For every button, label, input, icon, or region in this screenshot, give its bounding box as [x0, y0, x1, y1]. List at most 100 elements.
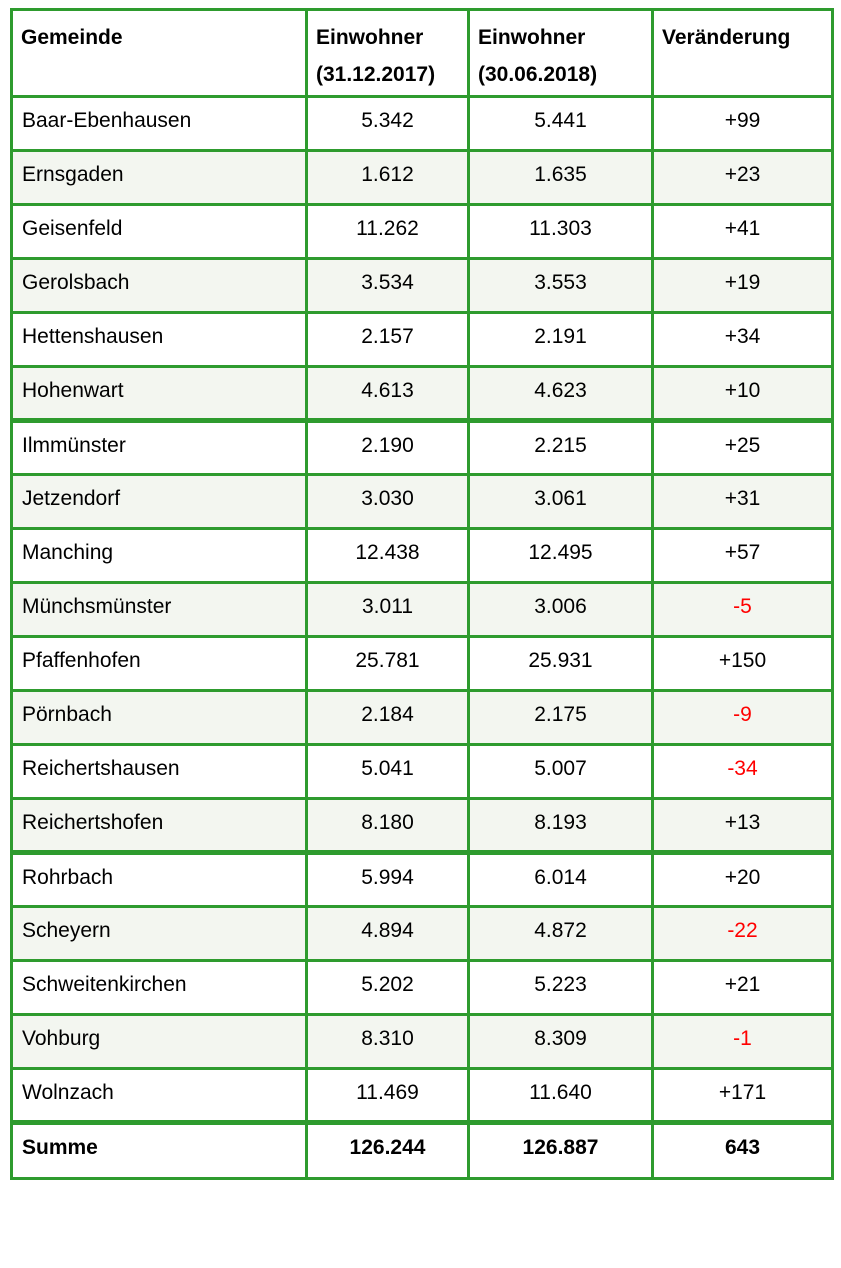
cell-gemeinde: Ilmmünster	[10, 418, 308, 476]
header-row: Gemeinde Einwohner (31.12.2017) Einwohne…	[10, 8, 834, 98]
cell-gemeinde: Reichertshofen	[10, 797, 308, 854]
cell-gemeinde: Pfaffenhofen	[10, 635, 308, 692]
population-table: Gemeinde Einwohner (31.12.2017) Einwohne…	[10, 8, 834, 1180]
cell-pop-2018: 8.309	[467, 1013, 654, 1070]
cell-pop-2017: 11.469	[305, 1067, 470, 1124]
table-row: Geisenfeld 11.262 11.303 +41	[10, 203, 834, 260]
table-row: Pfaffenhofen 25.781 25.931 +150	[10, 635, 834, 692]
cell-pop-2018: 3.061	[467, 473, 654, 530]
cell-pop-2017: 2.157	[305, 311, 470, 368]
cell-pop-2017: 3.011	[305, 581, 470, 638]
cell-gemeinde: Hettenshausen	[10, 311, 308, 368]
cell-gemeinde: Wolnzach	[10, 1067, 308, 1124]
cell-pop-2018: 5.223	[467, 959, 654, 1016]
cell-pop-2017: 3.534	[305, 257, 470, 314]
cell-change: -34	[651, 743, 834, 800]
total-change: 643	[651, 1120, 834, 1180]
cell-pop-2017: 11.262	[305, 203, 470, 260]
header-label: Veränderung	[662, 26, 791, 49]
cell-change: +150	[651, 635, 834, 692]
header-einwohner-2017: Einwohner (31.12.2017)	[305, 8, 470, 98]
cell-change: +41	[651, 203, 834, 260]
table-row: Reichertshausen 5.041 5.007 -34	[10, 743, 834, 800]
cell-pop-2017: 25.781	[305, 635, 470, 692]
cell-pop-2017: 8.310	[305, 1013, 470, 1070]
cell-change: -1	[651, 1013, 834, 1070]
cell-pop-2017: 3.030	[305, 473, 470, 530]
cell-pop-2018: 3.006	[467, 581, 654, 638]
cell-change: +13	[651, 797, 834, 854]
cell-change: +21	[651, 959, 834, 1016]
table-row: Baar-Ebenhausen 5.342 5.441 +99	[10, 95, 834, 152]
header-einwohner-2018: Einwohner (30.06.2018)	[467, 8, 654, 98]
cell-change: -9	[651, 689, 834, 746]
table-header: Gemeinde Einwohner (31.12.2017) Einwohne…	[10, 8, 834, 98]
cell-pop-2018: 25.931	[467, 635, 654, 692]
cell-change: +10	[651, 365, 834, 422]
cell-pop-2017: 4.894	[305, 905, 470, 962]
table-row: Hettenshausen 2.157 2.191 +34	[10, 311, 834, 368]
table-row: Pörnbach 2.184 2.175 -9	[10, 689, 834, 746]
table-row: Ernsgaden 1.612 1.635 +23	[10, 149, 834, 206]
table-body: Baar-Ebenhausen 5.342 5.441 +99 Ernsgade…	[10, 95, 834, 1124]
table-row: Reichertshofen 8.180 8.193 +13	[10, 797, 834, 854]
header-veraenderung: Veränderung	[651, 8, 834, 98]
header-sublabel: (31.12.2017)	[316, 63, 436, 86]
cell-change: +19	[651, 257, 834, 314]
cell-gemeinde: Jetzendorf	[10, 473, 308, 530]
header-label: Einwohner	[478, 26, 586, 49]
cell-pop-2017: 1.612	[305, 149, 470, 206]
cell-pop-2017: 12.438	[305, 527, 470, 584]
table-row: Gerolsbach 3.534 3.553 +19	[10, 257, 834, 314]
cell-gemeinde: Reichertshausen	[10, 743, 308, 800]
cell-pop-2018: 1.635	[467, 149, 654, 206]
cell-gemeinde: Geisenfeld	[10, 203, 308, 260]
cell-gemeinde: Gerolsbach	[10, 257, 308, 314]
cell-change: +34	[651, 311, 834, 368]
table-row: Münchsmünster 3.011 3.006 -5	[10, 581, 834, 638]
cell-pop-2017: 5.342	[305, 95, 470, 152]
cell-pop-2018: 4.623	[467, 365, 654, 422]
cell-gemeinde: Pörnbach	[10, 689, 308, 746]
total-label: Summe	[10, 1120, 308, 1180]
cell-pop-2017: 2.190	[305, 418, 470, 476]
table-row: Ilmmünster 2.190 2.215 +25	[10, 418, 834, 476]
table-row: Wolnzach 11.469 11.640 +171	[10, 1067, 834, 1124]
table-row: Vohburg 8.310 8.309 -1	[10, 1013, 834, 1070]
cell-change: -22	[651, 905, 834, 962]
cell-gemeinde: Scheyern	[10, 905, 308, 962]
header-sublabel: (30.06.2018)	[478, 63, 598, 86]
cell-gemeinde: Vohburg	[10, 1013, 308, 1070]
cell-pop-2018: 12.495	[467, 527, 654, 584]
cell-change: +23	[651, 149, 834, 206]
cell-pop-2018: 5.007	[467, 743, 654, 800]
cell-change: -5	[651, 581, 834, 638]
cell-gemeinde: Münchsmünster	[10, 581, 308, 638]
cell-pop-2017: 2.184	[305, 689, 470, 746]
page: Gemeinde Einwohner (31.12.2017) Einwohne…	[10, 8, 834, 1180]
cell-pop-2017: 5.202	[305, 959, 470, 1016]
cell-gemeinde: Schweitenkirchen	[10, 959, 308, 1016]
table-row: Scheyern 4.894 4.872 -22	[10, 905, 834, 962]
cell-pop-2018: 8.193	[467, 797, 654, 854]
table-row: Hohenwart 4.613 4.623 +10	[10, 365, 834, 422]
cell-pop-2018: 2.215	[467, 418, 654, 476]
total-pop-2018: 126.887	[467, 1120, 654, 1180]
header-gemeinde: Gemeinde	[10, 8, 308, 98]
cell-gemeinde: Hohenwart	[10, 365, 308, 422]
cell-change: +171	[651, 1067, 834, 1124]
cell-change: +99	[651, 95, 834, 152]
cell-change: +57	[651, 527, 834, 584]
cell-pop-2018: 5.441	[467, 95, 654, 152]
header-label: Einwohner	[316, 26, 424, 49]
cell-pop-2018: 6.014	[467, 850, 654, 908]
cell-pop-2018: 11.303	[467, 203, 654, 260]
cell-change: +25	[651, 418, 834, 476]
cell-change: +20	[651, 850, 834, 908]
cell-gemeinde: Ernsgaden	[10, 149, 308, 206]
cell-pop-2018: 11.640	[467, 1067, 654, 1124]
cell-gemeinde: Baar-Ebenhausen	[10, 95, 308, 152]
table-footer: Summe 126.244 126.887 643	[10, 1120, 834, 1180]
total-pop-2017: 126.244	[305, 1120, 470, 1180]
table-row: Manching 12.438 12.495 +57	[10, 527, 834, 584]
